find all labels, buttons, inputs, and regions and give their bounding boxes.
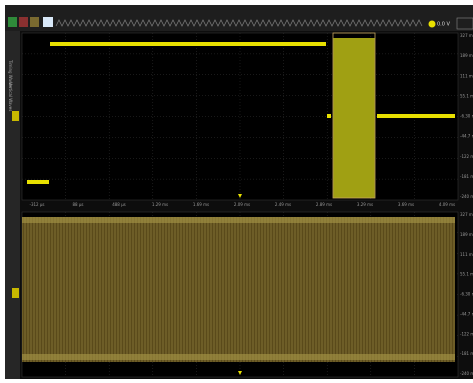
trigger-marker xyxy=(238,194,242,198)
x-tick-label: 4.09 ms xyxy=(439,202,455,207)
x-tick-label: 88 µs xyxy=(73,202,84,207)
waveform xyxy=(50,42,326,46)
x-tick-label: 3.69 ms xyxy=(398,202,414,207)
y-tick-label: -122 m xyxy=(460,154,473,159)
axis-labels: 327 m 189 m 111 m 55.1 m -6.30 m -44.7 m -122 … xyxy=(30,33,473,376)
y-tick-label: 111 m xyxy=(460,73,473,78)
y-tick-label: 55.1 m xyxy=(460,272,473,277)
waveform-edge xyxy=(22,354,455,360)
x-tick-label: 2.49 ms xyxy=(275,202,291,207)
waveform-edge xyxy=(22,217,455,223)
toolbar-button[interactable] xyxy=(456,17,473,30)
y-tick-label: 55.1 m xyxy=(460,93,473,98)
x-tick-label: 2.09 ms xyxy=(234,202,250,207)
x-tick-label: 3.29 ms xyxy=(357,202,373,207)
y-tick-label: 327 m xyxy=(460,212,473,217)
y-tick-label: -44.7 m xyxy=(460,311,473,316)
waveform xyxy=(377,114,455,118)
x-tick-label: -312 µs xyxy=(30,202,45,207)
readout: 0.0 V xyxy=(437,22,451,28)
burst xyxy=(333,38,375,198)
sidebar-label: Timing Waves xyxy=(8,59,13,88)
channel-marker[interactable] xyxy=(12,288,19,298)
y-tick-label: -44.7 m xyxy=(460,134,473,139)
x-tick-label: 1.29 ms xyxy=(152,202,168,207)
y-tick-label: 327 m xyxy=(460,33,473,38)
x-tick-label: 488 µs xyxy=(112,202,126,207)
trigger-icon xyxy=(428,20,436,28)
x-tick-label: 2.89 ms xyxy=(316,202,332,207)
waveform xyxy=(27,180,49,184)
y-tick-label: -6.30 m xyxy=(460,292,473,297)
toolbar-button[interactable] xyxy=(8,17,17,27)
toolbar-button[interactable] xyxy=(30,17,39,27)
y-tick-label: -181 m xyxy=(460,174,473,179)
y-tick-label: 111 m xyxy=(460,252,473,257)
sidebar-label: Vertical Waves xyxy=(8,82,13,111)
waveform-band xyxy=(22,217,455,362)
x-tick-label: 1.69 ms xyxy=(193,202,209,207)
channel-marker[interactable] xyxy=(12,111,19,121)
left-edge xyxy=(0,0,5,379)
y-tick-label: -122 m xyxy=(460,331,473,336)
toolbar-button[interactable] xyxy=(43,17,53,27)
y-tick-label: -181 m xyxy=(460,351,473,356)
trigger-marker xyxy=(238,371,242,375)
y-tick-label: -240 m xyxy=(460,371,473,376)
toolbar xyxy=(5,5,473,31)
y-tick-label: -6.30 m xyxy=(460,114,473,119)
y-tick-label: 189 m xyxy=(460,53,473,58)
top-edge xyxy=(0,0,473,5)
y-tick-label: -240 m xyxy=(460,194,473,199)
y-tick-label: 189 m xyxy=(460,232,473,237)
waveform xyxy=(327,114,331,118)
burst-frame xyxy=(332,32,376,199)
toolbar-button[interactable] xyxy=(19,17,28,27)
signal-preview xyxy=(55,19,423,27)
